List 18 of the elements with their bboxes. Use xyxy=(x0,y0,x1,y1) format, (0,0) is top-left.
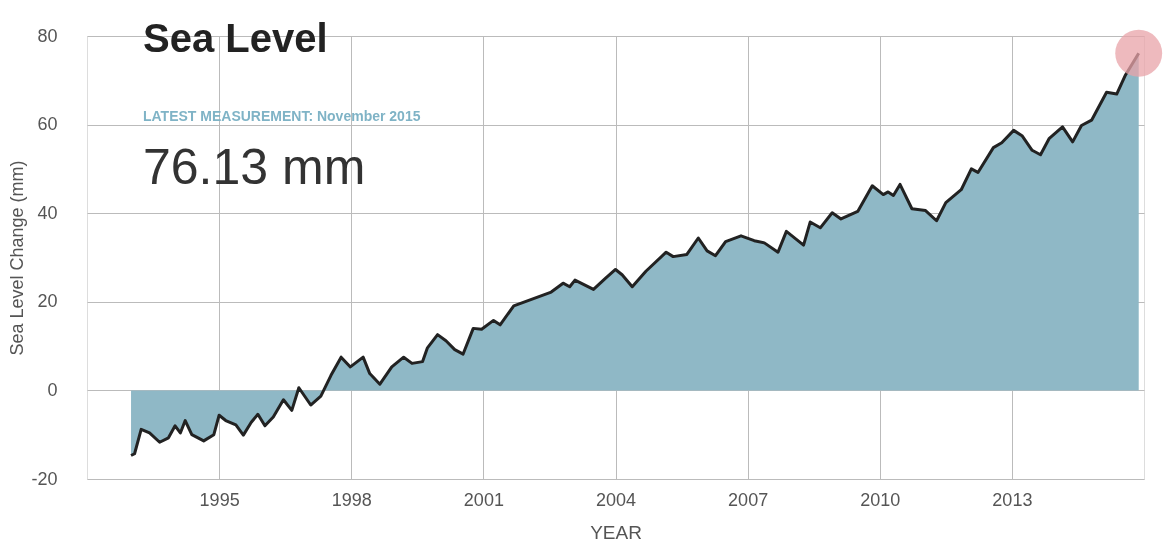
text: LATEST MEASUREMENT: November 2015 xyxy=(143,108,421,124)
annotation: 76.13 mm xyxy=(143,139,366,195)
chart-title: Sea Level xyxy=(143,16,328,60)
x-tick-label: 1995 xyxy=(199,489,240,510)
x-tick-label: 2004 xyxy=(595,489,637,510)
y-tick-label: 80 xyxy=(37,25,58,46)
y-tick-label: 40 xyxy=(37,202,58,223)
y-tick-label: -20 xyxy=(31,468,58,489)
y-tick-label: 60 xyxy=(37,114,58,135)
y-tick-label: 20 xyxy=(37,291,58,312)
y-axis-title: Sea Level Change (mm) xyxy=(7,160,28,356)
y-tick-label: 0 xyxy=(47,379,58,400)
x-tick-label: 2001 xyxy=(463,489,504,510)
x-tick-label: 1998 xyxy=(331,489,372,510)
x-tick-label: 2007 xyxy=(728,489,769,510)
x-axis-title: YEAR xyxy=(590,521,642,543)
x-tick-label: 2013 xyxy=(992,489,1033,510)
x-tick-label: 2010 xyxy=(860,489,901,510)
